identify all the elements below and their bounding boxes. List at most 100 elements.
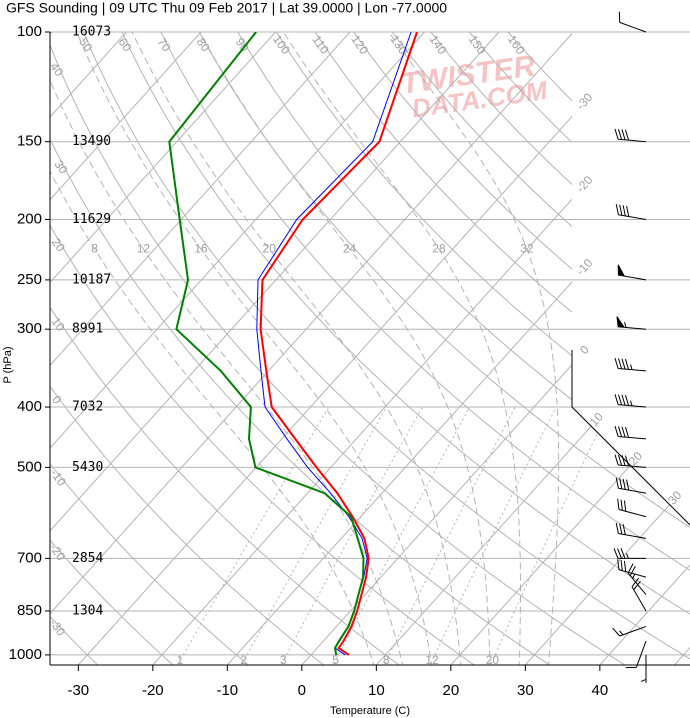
dry-adiabat <box>507 32 690 665</box>
x-tick-label: -10 <box>216 682 238 699</box>
moist-adiabat <box>198 32 491 665</box>
dry-adiabat <box>83 32 690 665</box>
mixing-ratio-line <box>428 406 557 665</box>
mixing-ratio-label: 20 <box>486 653 500 667</box>
x-tick-label: 10 <box>368 682 385 699</box>
dry-adiabat-label: 110 <box>309 33 332 57</box>
wind-barb <box>615 522 647 539</box>
moist-adiabat-label: 16 <box>194 241 208 255</box>
wind-barb <box>631 577 647 612</box>
isotherm-label: 0 <box>577 342 592 357</box>
mixing-ratio-label: 2 <box>240 653 247 667</box>
wind-barb <box>617 498 647 518</box>
wind-barb <box>614 425 647 440</box>
dry-adiabat-label: 10 <box>49 315 68 334</box>
wind-barb <box>617 264 647 281</box>
isotherm <box>673 32 690 665</box>
y-tick-label: 700 <box>17 549 42 566</box>
isotherm <box>524 32 690 665</box>
height-label: 11629 <box>72 212 111 227</box>
wind-barb <box>612 625 647 637</box>
isotherm-label: -20 <box>573 173 595 195</box>
profile-line <box>256 32 412 656</box>
y-axis-title: P (hPa) <box>2 346 14 383</box>
wind-barb <box>625 640 647 669</box>
dry-adiabat <box>160 32 690 665</box>
height-label: 1304 <box>72 603 103 618</box>
isotherm <box>375 32 690 665</box>
isotherm <box>301 32 690 665</box>
height-label: 5430 <box>72 460 103 475</box>
isotherm-label: -10 <box>573 256 595 278</box>
height-label: 16073 <box>72 25 111 40</box>
moist-adiabat-label: 24 <box>343 241 357 255</box>
wind-barb <box>614 358 647 372</box>
chart-title: GFS Sounding | 09 UTC Thu 09 Feb 2017 | … <box>6 0 447 16</box>
mixing-ratio-line <box>382 406 516 665</box>
x-tick-label: 40 <box>592 682 609 699</box>
wind-barb <box>616 316 647 330</box>
isotherm <box>599 32 690 665</box>
dry-adiabat <box>50 32 328 665</box>
isotherm-label: 30 <box>665 488 685 508</box>
y-tick-label: 250 <box>17 271 42 288</box>
y-tick-label: 150 <box>17 133 42 150</box>
mixing-ratio-label: 3 <box>280 653 287 667</box>
height-label: 7032 <box>72 400 103 415</box>
moist-adiabat <box>281 32 521 665</box>
moist-adiabat-label: 8 <box>91 241 98 255</box>
profile-line <box>259 32 418 656</box>
watermark: TWISTER DATA.COM <box>399 49 550 123</box>
isotherm <box>50 32 574 665</box>
profiles <box>168 32 418 656</box>
moist-adiabat-label: 12 <box>137 241 151 255</box>
wind-barb <box>614 394 647 408</box>
dry-adiabat-label: 140 <box>427 33 450 58</box>
isotherm <box>450 32 690 665</box>
isotherm-label: -30 <box>573 90 595 112</box>
y-tick-label: 1000 <box>9 646 42 663</box>
dry-adiabat <box>121 32 690 665</box>
y-tick-label: 400 <box>17 398 42 415</box>
dry-adiabat <box>314 32 690 665</box>
dry-adiabat <box>50 32 102 665</box>
moist-adiabat <box>75 32 433 665</box>
dry-adiabat-label: 0 <box>49 393 64 407</box>
mixing-ratio-line <box>175 406 330 665</box>
dry-adiabat <box>237 32 690 665</box>
y-tick-label: 850 <box>17 602 42 619</box>
wind-barb <box>627 563 647 595</box>
height-label: 13490 <box>72 134 111 149</box>
hodograph-boundary <box>571 350 690 526</box>
x-axis-title: Temperature (C) <box>330 705 410 717</box>
x-tick-label: -30 <box>67 682 89 699</box>
y-tick-label: 500 <box>17 458 42 475</box>
isotherm <box>50 32 425 665</box>
isotherm-label: 10 <box>587 409 607 429</box>
isotherm <box>50 32 500 665</box>
wind-barb <box>617 559 647 578</box>
dry-adiabat <box>50 32 631 665</box>
dry-adiabat <box>275 32 690 665</box>
moist-adiabat <box>386 32 560 665</box>
mixing-ratio-label: 12 <box>425 653 439 667</box>
moist-adiabat-label: 32 <box>520 241 534 255</box>
isotherm <box>50 32 351 665</box>
isotherm <box>152 32 690 665</box>
x-tick-label: 0 <box>298 682 306 699</box>
isotherm <box>226 32 690 665</box>
moist-adiabat-label: 28 <box>432 241 446 255</box>
dry-adiabat <box>198 32 690 665</box>
dry-adiabat <box>50 32 177 665</box>
wind-barb <box>614 454 647 468</box>
dry-adiabat-label: 150 <box>466 33 489 58</box>
isotherm <box>77 32 649 665</box>
y-tick-label: 300 <box>17 320 42 337</box>
profile-line <box>168 32 365 656</box>
wind-barb <box>615 204 647 221</box>
dry-adiabat <box>430 32 690 665</box>
wind-barbs <box>612 11 647 683</box>
wind-barb <box>640 654 647 683</box>
